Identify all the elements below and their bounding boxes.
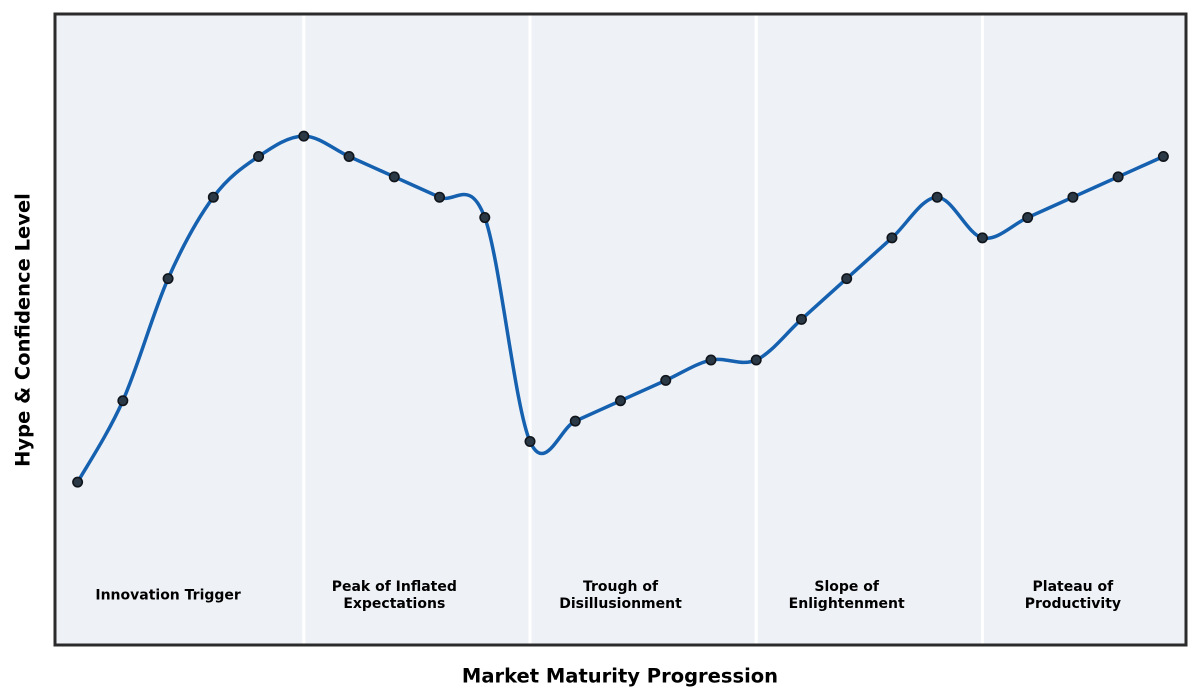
data-point-marker: [931, 191, 943, 203]
data-point-marker: [886, 232, 898, 244]
plot-area: [55, 14, 1186, 645]
phase-label-plateau-of-productivity: Plateau of Productivity: [1024, 579, 1122, 613]
x-axis-label: Market Maturity Progression: [461, 664, 779, 688]
data-point-marker: [569, 415, 581, 427]
y-axis-label: Hype & Confidence Level: [11, 193, 35, 467]
data-point-marker: [1112, 171, 1124, 183]
data-point-marker: [207, 191, 219, 203]
data-point-marker: [660, 374, 672, 386]
phase-label-trough-of-disillusionment: Trough of Disillusionment: [559, 579, 682, 613]
phase-label-peak-of-inflated-expectations: Peak of Inflated Expectations: [331, 579, 457, 613]
data-point-marker: [434, 191, 446, 203]
data-point-marker: [298, 130, 310, 142]
data-point-marker: [72, 476, 84, 488]
data-point-marker: [1022, 212, 1034, 224]
data-point-marker: [343, 150, 355, 162]
data-point-marker: [1067, 191, 1079, 203]
data-point-marker: [524, 435, 536, 447]
data-point-marker: [117, 395, 129, 407]
data-point-marker: [705, 354, 717, 366]
plot-border: [53, 12, 1188, 647]
phase-label-slope-of-enlightenment: Slope of Enlightenment: [788, 579, 905, 613]
data-point-marker: [976, 232, 988, 244]
data-point-marker: [614, 395, 626, 407]
data-point-marker: [1157, 150, 1169, 162]
data-point-marker: [253, 150, 265, 162]
phase-label-innovation-trigger: Innovation Trigger: [95, 587, 241, 604]
data-point-marker: [479, 212, 491, 224]
data-point-marker: [750, 354, 762, 366]
data-point-marker: [388, 171, 400, 183]
data-point-marker: [841, 273, 853, 285]
data-point-marker: [162, 273, 174, 285]
data-point-marker: [795, 313, 807, 325]
